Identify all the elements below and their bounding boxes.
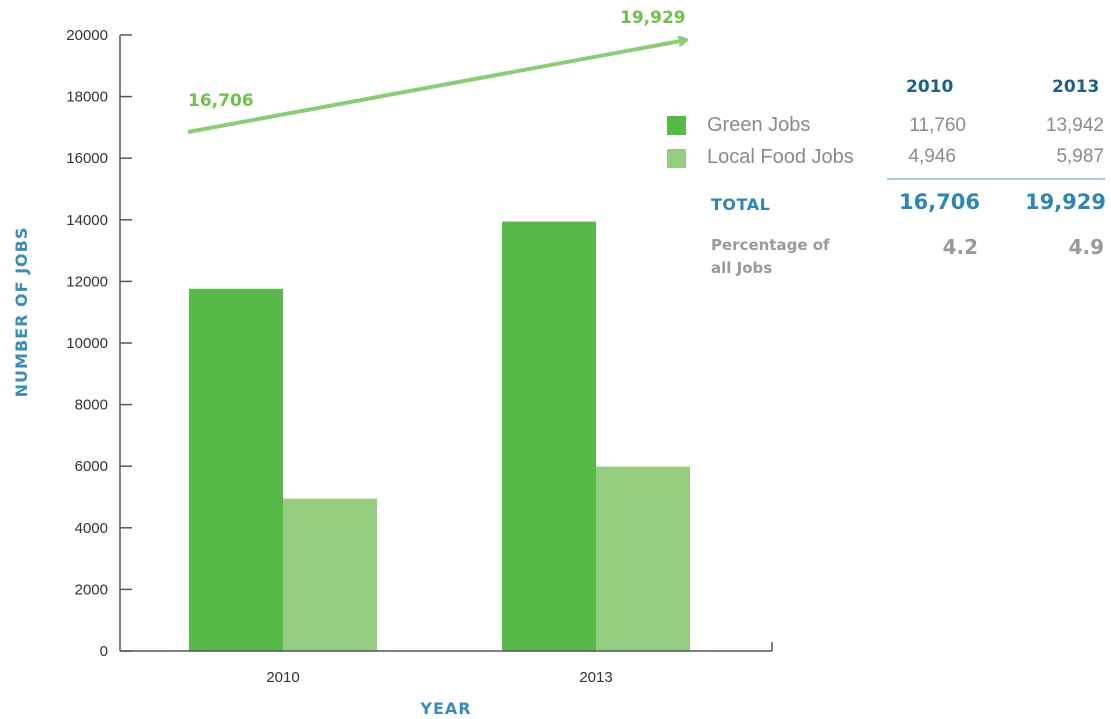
percentage-label: Percentage of all Jobs	[711, 234, 871, 280]
y-tick-label-10000: 10000	[66, 335, 108, 352]
trend-end-label: 19,929	[620, 8, 686, 28]
total-2010: 16,706	[898, 190, 980, 214]
percentage-label-line1: Percentage of	[711, 236, 830, 254]
y-axis-title: NUMBER OF JOBS	[12, 227, 31, 398]
local-food-jobs-2010: 4,946	[908, 146, 956, 167]
table-divider	[887, 178, 1105, 180]
bar-local-food-jobs-2013	[596, 466, 690, 651]
legend-swatch-local-food-jobs	[667, 149, 686, 168]
trend-start-label: 16,706	[188, 91, 254, 111]
y-tick-label-18000: 18000	[66, 89, 108, 106]
trend-arrow	[187, 40, 686, 134]
bar-local-food-jobs-2010	[283, 498, 377, 651]
y-tick-label-8000: 8000	[75, 397, 108, 414]
bar-green-jobs-2013	[502, 221, 596, 651]
y-tick-label-14000: 14000	[66, 212, 108, 229]
x-tick-label-2010: 2010	[266, 669, 299, 686]
y-tick-label-16000: 16000	[66, 150, 108, 167]
y-tick-label-4000: 4000	[75, 520, 108, 537]
legend-label-local-food-jobs: Local Food Jobs	[707, 146, 854, 168]
legend-label-green-jobs: Green Jobs	[707, 114, 811, 136]
total-2013: 19,929	[1024, 190, 1106, 214]
total-label: TOTAL	[711, 195, 771, 214]
green-jobs-2013: 13,942	[1045, 115, 1104, 136]
percentage-label-line2: all Jobs	[711, 259, 773, 277]
bars	[189, 221, 690, 651]
y-tick-label-12000: 12000	[66, 273, 108, 290]
y-tick-label-0: 0	[100, 643, 108, 660]
table-year-2010: 2010	[906, 77, 954, 97]
legend-swatch-green-jobs	[667, 116, 686, 135]
y-tick-label-2000: 2000	[75, 581, 108, 598]
x-axis-ticks: 2010 2013	[266, 669, 612, 686]
y-axis-ticks: 0 2000 4000 6000 8000 10000 12000 14000 16000 180…	[66, 27, 132, 660]
local-food-jobs-2013: 5,987	[1056, 146, 1104, 167]
percentage-2013: 4.9	[1068, 235, 1104, 259]
table-year-2013: 2013	[1052, 77, 1100, 97]
y-tick-label-6000: 6000	[75, 458, 108, 475]
bar-green-jobs-2010	[189, 288, 283, 651]
x-axis-title: YEAR	[419, 699, 471, 718]
y-tick-label-20000: 20000	[66, 27, 108, 44]
green-jobs-2010: 11,760	[909, 115, 966, 136]
x-tick-label-2013: 2013	[579, 669, 612, 686]
percentage-2010: 4.2	[942, 235, 978, 259]
